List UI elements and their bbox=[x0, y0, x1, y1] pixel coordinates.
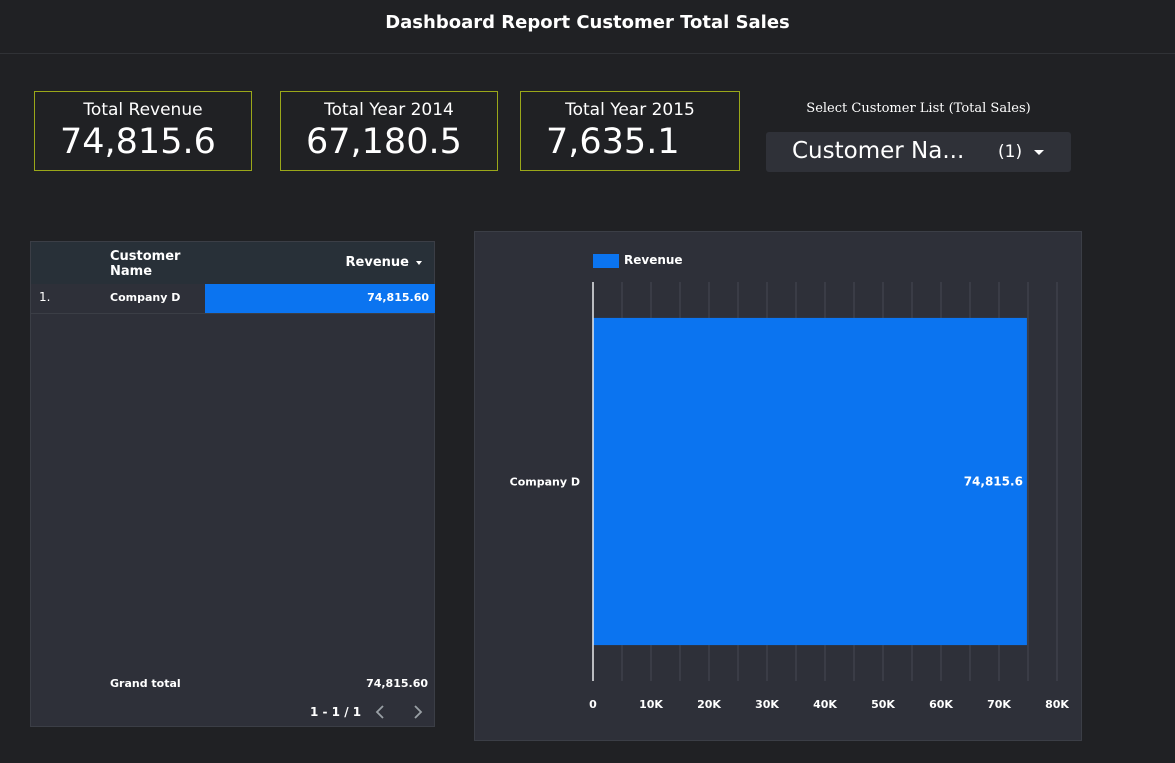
x-tick-label: 20K bbox=[697, 698, 721, 711]
x-tick-label: 10K bbox=[639, 698, 663, 711]
customer-filter-dropdown[interactable]: Customer Na... (1) bbox=[766, 132, 1071, 172]
bar-company-d bbox=[593, 317, 1027, 646]
table-row[interactable]: 1. Company D 74,815.60 bbox=[31, 284, 435, 314]
kpi-card-total-2015: Total Year 2015 7,635.1 bbox=[520, 91, 740, 171]
legend-swatch-revenue bbox=[593, 254, 619, 268]
customer-filter-label: Select Customer List (Total Sales) bbox=[806, 101, 1031, 116]
sort-desc-icon[interactable] bbox=[416, 261, 422, 265]
column-header-customer-name[interactable]: Customer Name bbox=[110, 249, 181, 279]
prev-page-button[interactable] bbox=[373, 702, 389, 722]
x-tick-label: 30K bbox=[755, 698, 779, 711]
kpi-card-total-2014: Total Year 2014 67,180.5 bbox=[280, 91, 498, 171]
category-tick-label: Company D bbox=[510, 476, 580, 489]
customer-filter-count: (1) bbox=[998, 142, 1023, 162]
caret-down-icon bbox=[1034, 150, 1044, 155]
kpi-label: Total Year 2015 bbox=[565, 100, 695, 120]
customer-filter-value: Customer Na... bbox=[792, 138, 965, 164]
column-header-revenue[interactable]: Revenue bbox=[345, 255, 409, 270]
x-tick-label: 0 bbox=[589, 698, 597, 711]
chart-plot: 74,815.6 Company D 0 10K 20K 30K 40K 50K 60K 70K 8… bbox=[510, 282, 1069, 711]
kpi-value: 67,180.5 bbox=[306, 122, 462, 162]
table-header: Customer Name Revenue bbox=[31, 242, 434, 284]
x-tick-label: 60K bbox=[929, 698, 953, 711]
x-tick-label: 80K bbox=[1045, 698, 1069, 711]
kpi-card-total-revenue: Total Revenue 74,815.6 bbox=[34, 91, 252, 171]
row-revenue-value: 74,815.60 bbox=[367, 291, 429, 304]
x-tick-label: 70K bbox=[987, 698, 1011, 711]
x-tick-label: 50K bbox=[871, 698, 895, 711]
kpi-label: Total Revenue bbox=[83, 100, 203, 120]
kpi-value: 74,815.6 bbox=[60, 122, 216, 162]
kpi-value: 7,635.1 bbox=[546, 122, 680, 162]
page-title: Dashboard Report Customer Total Sales bbox=[385, 12, 790, 33]
chevron-right-icon bbox=[414, 705, 423, 719]
header-bar: Dashboard Report Customer Total Sales bbox=[0, 0, 1175, 54]
revenue-table: Customer Name Revenue 1. Company D 74,81… bbox=[30, 241, 435, 727]
grand-total-value: 74,815.60 bbox=[366, 677, 428, 690]
chevron-left-icon bbox=[375, 705, 384, 719]
kpi-label: Total Year 2014 bbox=[324, 100, 454, 120]
pagination-status: 1 - 1 / 1 bbox=[310, 705, 362, 719]
row-index: 1. bbox=[39, 290, 51, 304]
row-revenue-bar: 74,815.60 bbox=[205, 284, 435, 313]
grand-total-label: Grand total bbox=[110, 677, 181, 690]
row-customer-name: Company D bbox=[110, 291, 181, 304]
next-page-button[interactable] bbox=[409, 702, 425, 722]
bar-data-label: 74,815.6 bbox=[964, 475, 1023, 489]
legend-label-revenue: Revenue bbox=[624, 253, 683, 267]
revenue-bar-chart: Revenue 74,815.6 Company D 0 10K 20K 30K 40K 50… bbox=[474, 231, 1082, 741]
x-tick-label: 40K bbox=[813, 698, 837, 711]
